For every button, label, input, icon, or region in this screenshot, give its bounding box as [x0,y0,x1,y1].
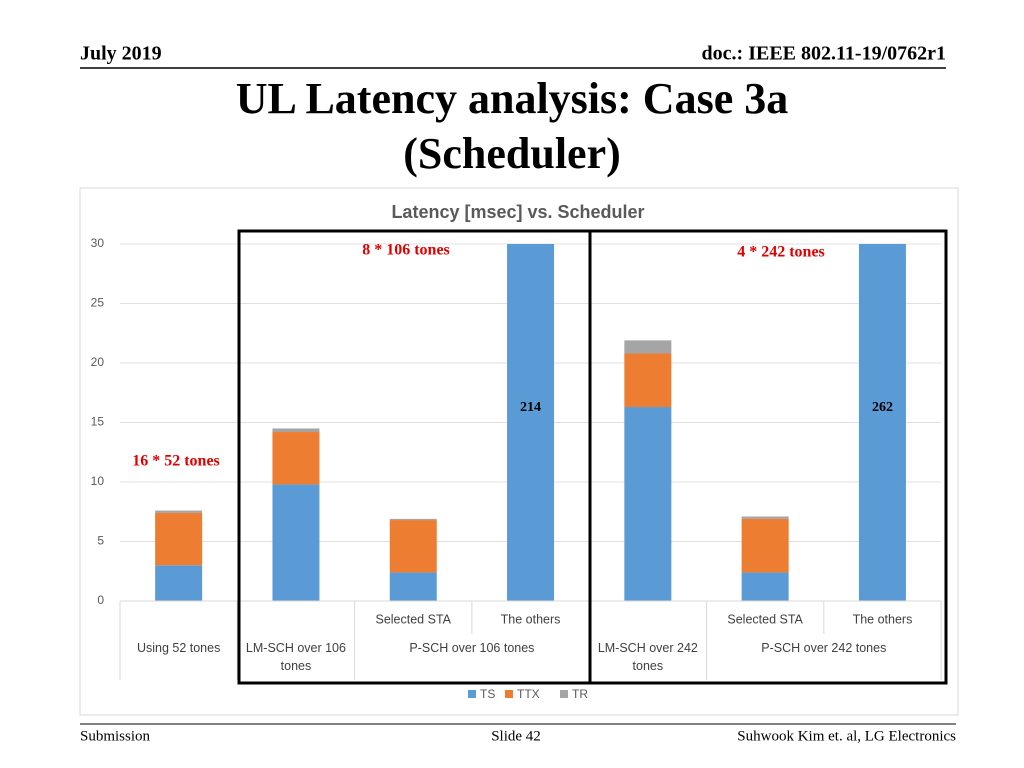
bar-segment [272,484,320,601]
y-tick-label: 5 [97,534,104,548]
bar-segment [272,432,320,485]
y-tick-label: 25 [91,296,105,310]
bar-segment [272,428,320,433]
plot: 0 5 10 15 20 25 30 Selected STA The others Select… [91,236,942,701]
legend-label: TR [572,687,588,701]
footer-right: Suhwook Kim et. al, LG Electronics [737,728,956,744]
group-label: P-SCH over 242 tones [761,641,887,655]
header-date: July 2019 [80,43,162,65]
legend-swatch [505,690,513,698]
bar-segment [507,244,555,601]
legend-label: TS [480,687,495,701]
annotation: 8 * 106 tones [362,242,450,259]
y-tick-label: 15 [91,415,105,429]
legend-label: TTX [517,687,540,701]
group-label: Using 52 tones [136,641,221,655]
bar-segment [155,510,203,513]
footer-left: Submission [80,728,151,744]
y-tick-label: 10 [91,474,105,488]
footer-center: Slide 42 [491,728,541,744]
chart-title: Latency [msec] vs. Scheduler [391,202,644,222]
group-box [588,229,948,685]
slide-title: (Scheduler) [403,129,621,178]
bar-segment [741,572,789,601]
data-label: 214 [520,400,541,415]
group-label: LM-SCH over 242 tones [597,641,698,673]
x-tick-label: Selected STA [727,612,803,626]
bar-segment [389,518,437,521]
bars [155,244,906,601]
bar-segment [624,407,672,601]
legend-swatch [468,690,476,698]
group-label: LM-SCH over 106 tones [245,641,346,673]
bar-segment [389,520,437,573]
bar-segment [741,518,789,573]
slide-title: UL Latency analysis: Case 3a [236,74,788,123]
y-tick-label: 20 [91,355,105,369]
x-tick-label: Selected STA [375,612,451,626]
annotation: 16 * 52 tones [132,453,220,470]
bar-segment [389,572,437,601]
bar-segment [155,565,203,601]
data-label: 262 [872,400,893,415]
y-tick-label: 0 [97,593,104,607]
x-tick-label: The others [501,612,561,626]
annotation: 4 * 242 tones [737,244,825,261]
header-doc: doc.: IEEE 802.11-19/0762r1 [702,43,946,65]
bar-segment [624,340,672,354]
y-tick-label: 30 [91,236,105,250]
bar-segment [741,516,789,519]
legend-swatch [560,690,568,698]
bar-segment [155,512,203,566]
bar-segment [624,353,672,408]
group-label: P-SCH over 106 tones [409,641,535,655]
bar-segment [858,244,906,601]
x-tick-label: The others [853,612,913,626]
